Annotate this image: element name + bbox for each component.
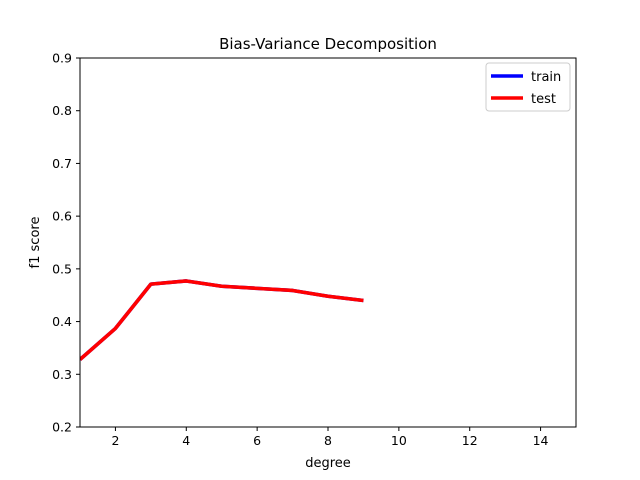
y-axis-label: f1 score bbox=[28, 217, 43, 269]
legend-label-test: test bbox=[531, 92, 556, 107]
x-axis-ticks: 2 4 6 8 10 12 14 bbox=[111, 427, 549, 448]
y-tick-label: 0.7 bbox=[52, 156, 72, 171]
x-tick-label: 14 bbox=[533, 433, 549, 448]
x-tick-label: 10 bbox=[391, 433, 407, 448]
x-axis-label: degree bbox=[305, 456, 351, 471]
plot-frame bbox=[79, 57, 577, 428]
chart-title: Bias-Variance Decomposition bbox=[219, 35, 437, 53]
series-layer bbox=[80, 279, 364, 361]
y-tick-label: 0.6 bbox=[52, 209, 72, 224]
y-tick-label: 0.3 bbox=[52, 367, 72, 382]
x-tick-label: 6 bbox=[253, 433, 261, 448]
y-tick-label: 0.9 bbox=[52, 51, 72, 66]
y-tick-label: 0.2 bbox=[52, 420, 72, 435]
y-tick-label: 0.4 bbox=[52, 314, 72, 329]
y-axis-ticks: 0.2 0.3 0.4 0.5 0.6 0.7 0.8 0.9 bbox=[52, 51, 80, 435]
y-tick-label: 0.8 bbox=[52, 103, 72, 118]
x-tick-label: 8 bbox=[324, 433, 332, 448]
legend-label-train: train bbox=[531, 70, 561, 85]
y-tick-label: 0.5 bbox=[52, 261, 72, 276]
x-tick-label: 2 bbox=[111, 433, 119, 448]
x-tick-label: 4 bbox=[182, 433, 190, 448]
legend: train test bbox=[485, 62, 571, 112]
series-line-test bbox=[80, 279, 364, 361]
x-tick-label: 12 bbox=[462, 433, 478, 448]
